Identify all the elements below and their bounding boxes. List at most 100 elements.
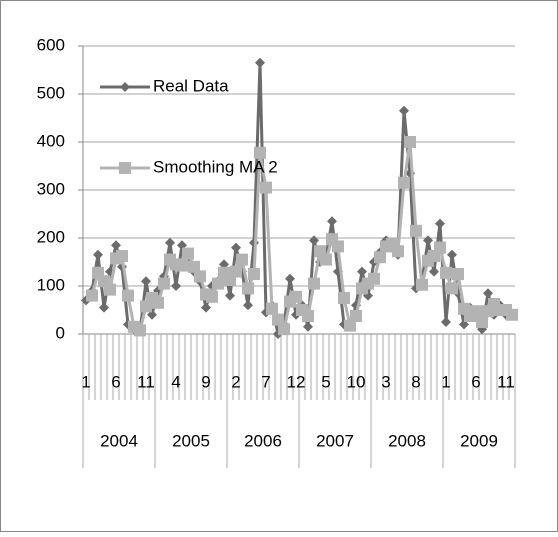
x-tick-label: 6 [471,372,480,391]
data-point [447,249,457,260]
data-point [440,266,452,279]
data-point [111,240,121,251]
data-point [182,247,194,260]
legend-label: Real Data [153,76,229,95]
y-tick-label: 300 [37,179,65,198]
data-point [398,176,410,189]
x-tick-label: 4 [171,372,180,391]
x-tick-label: 12 [287,372,306,391]
group-label: 2009 [460,431,498,450]
x-tick-label: 9 [201,372,210,391]
data-point [332,240,344,253]
data-point [165,237,175,248]
data-point [410,224,422,237]
data-point [236,253,248,266]
data-point [374,251,386,264]
data-point [255,57,265,68]
data-point [194,270,206,283]
data-point [470,305,482,318]
data-point [248,268,260,280]
y-tick-label: 500 [37,83,65,102]
data-point [104,283,116,296]
data-point [242,282,254,295]
data-point [344,319,356,332]
y-tick-label: 600 [37,35,65,54]
x-tick-label: 7 [261,372,270,391]
legend-marker [120,82,130,92]
group-label: 2006 [244,431,282,450]
x-tick-label: 3 [381,372,390,391]
data-point [350,310,362,322]
x-tick-label: 8 [411,372,420,391]
data-point [434,241,446,254]
data-point [212,277,224,290]
data-point [176,259,188,272]
data-point [309,235,319,246]
group-label: 2008 [388,431,426,450]
data-point [357,266,367,277]
data-point [441,317,451,327]
data-point [290,290,302,303]
data-point [452,268,464,280]
data-point [302,310,314,322]
data-point [93,249,103,260]
data-point [225,290,235,301]
data-point [278,323,290,336]
x-tick-label: 11 [497,372,515,391]
data-point [285,273,295,284]
x-tick-label: 5 [321,372,330,391]
data-point [338,292,350,304]
x-tick-label: 1 [81,372,90,391]
legend-marker [119,162,131,174]
data-point [260,181,272,194]
x-tick-label: 10 [347,372,366,391]
data-point [254,146,266,159]
data-point [134,324,146,337]
data-point [483,288,493,299]
data-point [446,282,458,295]
data-point [231,242,241,253]
data-point [303,321,313,332]
data-point [368,272,380,285]
group-label: 2005 [172,431,210,450]
data-point [476,316,488,328]
data-point [435,218,445,229]
data-point [327,216,337,227]
data-point [429,266,439,277]
data-point [392,245,404,258]
data-point [243,300,253,311]
data-point [416,278,428,291]
data-point [404,136,416,148]
x-tick-label: 11 [137,372,155,391]
data-point [188,260,200,273]
data-point [399,105,409,116]
data-point [122,289,134,302]
data-point [99,302,109,313]
data-point [158,277,170,290]
y-tick-label: 100 [37,275,65,294]
y-tick-label: 0 [56,323,65,342]
data-point [266,302,278,315]
data-point [116,250,128,262]
y-tick-label: 200 [37,227,65,246]
data-point [423,235,433,246]
data-point [171,281,181,291]
data-point [230,265,242,278]
data-point [308,277,320,290]
data-point [201,302,211,313]
data-point [86,289,98,302]
data-point [506,308,518,321]
data-point [152,296,164,309]
group-label: 2007 [316,431,354,450]
data-point [206,290,218,303]
data-point [141,276,151,287]
y-tick-label: 400 [37,131,65,150]
group-label: 2004 [100,431,138,450]
x-tick-label: 1 [441,372,450,391]
x-tick-label: 2 [231,372,240,391]
data-point [320,253,332,266]
legend-label: Smoothing MA 2 [153,157,278,176]
data-point [272,313,284,326]
